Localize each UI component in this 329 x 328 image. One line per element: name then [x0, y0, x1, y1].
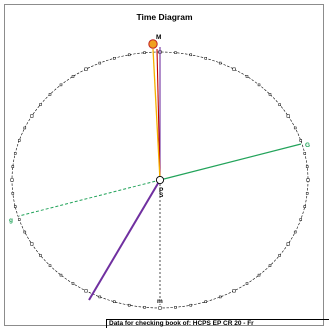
- label-M: M: [156, 34, 161, 41]
- dial-tick: [299, 139, 303, 142]
- dial-tick: [158, 306, 162, 310]
- label-G: G: [305, 142, 310, 149]
- dial-tick: [303, 152, 307, 155]
- dial-tick: [268, 264, 272, 267]
- dial-tick: [127, 53, 131, 57]
- dial-tick: [257, 273, 261, 277]
- dial-tick: [98, 295, 102, 299]
- dial-tick: [268, 93, 272, 96]
- dial-tick: [189, 303, 193, 307]
- sun-marker: [148, 39, 158, 49]
- dial-tick: [59, 83, 63, 87]
- dial-tick: [305, 165, 309, 168]
- dial-tick: [245, 75, 249, 78]
- dial-tick: [218, 295, 222, 299]
- line-G: [159, 143, 302, 181]
- dial-tick: [84, 67, 88, 71]
- dial-tick: [299, 218, 303, 221]
- dial-tick: [39, 253, 42, 257]
- dial-tick: [232, 67, 236, 71]
- dial-tick: [11, 192, 15, 195]
- dial-tick: [143, 51, 146, 54]
- dial-ticks: [10, 50, 310, 310]
- line-g: [18, 179, 161, 217]
- dial-tick: [30, 114, 34, 118]
- label-m: m: [157, 298, 163, 305]
- dial-tick: [293, 230, 297, 234]
- dial-tick: [303, 205, 307, 208]
- dial-tick: [278, 253, 281, 257]
- label-g: g: [9, 217, 13, 224]
- dial-tick: [232, 289, 236, 293]
- dial-tick: [286, 114, 290, 118]
- line-M-orange: [152, 48, 161, 181]
- dial-tick: [189, 53, 193, 57]
- dial-tick: [84, 289, 88, 293]
- dial-tick: [71, 75, 75, 78]
- dial-tick: [17, 218, 21, 221]
- dial-tick: [10, 178, 14, 182]
- dial-tick: [48, 93, 52, 96]
- label-P: P: [159, 187, 164, 194]
- dial-tick: [305, 192, 309, 195]
- dial-tick: [48, 264, 52, 267]
- dial-tick: [143, 306, 146, 309]
- dial-tick: [174, 306, 177, 309]
- dial-tick: [13, 205, 17, 208]
- dial-tick: [278, 103, 281, 107]
- dial-tick: [204, 57, 207, 60]
- dial-tick: [286, 242, 290, 246]
- label-S: S: [159, 192, 164, 199]
- diagram-border: [4, 4, 324, 326]
- dial-tick: [113, 300, 116, 303]
- dial-tick: [71, 282, 75, 285]
- dial-tick: [13, 152, 17, 155]
- dial-tick: [204, 300, 207, 303]
- dial-tick: [127, 303, 131, 307]
- dial-tick: [218, 61, 222, 65]
- dial-tick: [245, 282, 249, 285]
- dial-tick: [23, 230, 27, 234]
- line-purple: [88, 179, 161, 301]
- dial-tick: [11, 165, 15, 168]
- dial-tick: [98, 61, 102, 65]
- line-M-red: [156, 48, 161, 181]
- dial-tick: [174, 51, 177, 54]
- dial-tick: [17, 139, 21, 142]
- dial-tick: [30, 242, 34, 246]
- dial-tick: [293, 126, 297, 130]
- dial-tick: [257, 83, 261, 87]
- dial-tick: [59, 273, 63, 277]
- dial-tick: [23, 126, 27, 130]
- diagram-title: Time Diagram: [136, 12, 193, 22]
- dial-tick: [306, 178, 310, 182]
- footer-note: Data for checking book of: HCPS EP CR 20…: [106, 319, 329, 328]
- center-point: [155, 175, 165, 185]
- dial-tick: [113, 57, 116, 60]
- dial-tick: [39, 103, 42, 107]
